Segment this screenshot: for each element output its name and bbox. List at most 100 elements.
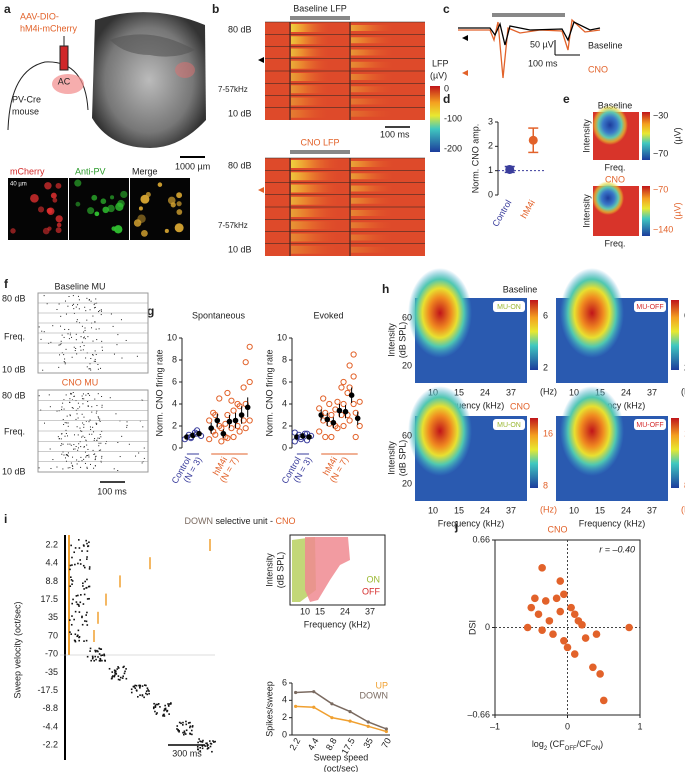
spike bbox=[40, 409, 42, 411]
cell bbox=[37, 206, 45, 213]
spike bbox=[81, 550, 83, 552]
spike bbox=[94, 321, 96, 323]
spike bbox=[71, 556, 73, 559]
y-tick-label: 2.2 bbox=[45, 539, 58, 549]
spike bbox=[143, 447, 145, 449]
spike bbox=[98, 328, 100, 330]
spike bbox=[73, 346, 75, 348]
series-marker bbox=[348, 710, 352, 714]
label: (dB SPL) bbox=[397, 440, 407, 477]
heatmap-title: Baseline bbox=[598, 100, 633, 110]
cell bbox=[87, 207, 95, 215]
spike bbox=[77, 562, 79, 565]
label: Intensity bbox=[386, 441, 396, 475]
spike bbox=[166, 710, 168, 713]
spike bbox=[145, 684, 147, 687]
spike bbox=[101, 654, 104, 656]
colorbar-tick: −70 bbox=[653, 148, 668, 158]
label: MU-ON bbox=[497, 422, 521, 429]
label: 24 bbox=[480, 387, 490, 397]
label: (Hz) bbox=[681, 386, 685, 396]
spike bbox=[65, 429, 67, 431]
data-point bbox=[549, 630, 557, 638]
data-point bbox=[560, 636, 568, 645]
spike bbox=[64, 435, 66, 437]
data-point bbox=[338, 384, 345, 391]
brain-slice bbox=[110, 34, 195, 57]
spike bbox=[180, 722, 182, 725]
stain-label: mCherry bbox=[10, 166, 45, 176]
spike bbox=[76, 463, 78, 465]
spike bbox=[63, 424, 65, 426]
legend-box bbox=[634, 419, 666, 430]
spike bbox=[71, 407, 73, 409]
panel-label: e bbox=[563, 92, 570, 106]
scale-label: 50 µV bbox=[530, 39, 554, 49]
spike bbox=[88, 433, 90, 435]
spike bbox=[65, 432, 67, 434]
y-tick-label: 4.4 bbox=[45, 558, 58, 568]
spike bbox=[90, 659, 92, 662]
heatmap-streak bbox=[351, 197, 396, 204]
intensity-label: 80 dB bbox=[2, 293, 26, 303]
x-tick-label: 35 bbox=[361, 736, 375, 750]
spike bbox=[46, 303, 48, 305]
data-point bbox=[340, 422, 347, 430]
spike bbox=[97, 656, 99, 658]
series-line bbox=[295, 705, 387, 733]
data-point bbox=[527, 603, 536, 612]
spike bbox=[71, 583, 73, 586]
spike bbox=[178, 730, 180, 733]
spike bbox=[189, 733, 192, 735]
spike bbox=[67, 305, 69, 307]
spike bbox=[176, 725, 179, 727]
spike bbox=[83, 345, 85, 347]
spike bbox=[101, 340, 103, 342]
spike bbox=[86, 611, 88, 614]
spike bbox=[64, 358, 66, 360]
spike bbox=[69, 414, 71, 416]
spike bbox=[117, 334, 119, 336]
spike bbox=[113, 675, 116, 678]
spike bbox=[88, 454, 90, 456]
cell bbox=[55, 182, 62, 189]
label: 2 bbox=[543, 362, 548, 372]
intensity-label: 80 dB bbox=[228, 160, 252, 170]
y-tick-label: -70 bbox=[45, 649, 58, 659]
heatmap-streak bbox=[351, 98, 396, 105]
spike bbox=[74, 547, 77, 549]
heatmap-streak bbox=[351, 246, 396, 253]
spike bbox=[94, 458, 96, 460]
panel-label: c bbox=[443, 2, 450, 16]
cell bbox=[176, 209, 183, 215]
x-axis-label: (oct/sec) bbox=[324, 763, 359, 772]
spike bbox=[153, 702, 155, 705]
y-tick-label: 0.66 bbox=[472, 534, 490, 544]
spike bbox=[62, 451, 64, 453]
y-tick-label: 2 bbox=[172, 420, 177, 430]
spike bbox=[154, 705, 157, 707]
spike bbox=[90, 369, 92, 371]
panel-label: d bbox=[443, 92, 450, 106]
spike bbox=[183, 732, 186, 734]
y-tick-label: 35 bbox=[48, 612, 58, 622]
label-part: OFF bbox=[565, 746, 577, 752]
axis-label: Intensity bbox=[581, 194, 591, 228]
spike bbox=[86, 542, 88, 545]
legend-label: ON bbox=[367, 574, 381, 584]
x-axis-label: log2 (CFOFF/CFON) bbox=[532, 739, 603, 751]
spike bbox=[86, 655, 89, 658]
heatmap-streak bbox=[291, 221, 341, 230]
spike bbox=[116, 344, 118, 346]
spike bbox=[41, 330, 43, 332]
spike bbox=[94, 358, 96, 360]
colorbar-tick: −70 bbox=[653, 184, 668, 194]
spike bbox=[75, 339, 77, 341]
spike bbox=[58, 438, 60, 440]
series-marker bbox=[294, 704, 298, 709]
data-point bbox=[234, 422, 241, 430]
spike bbox=[97, 416, 99, 418]
label: 16 bbox=[543, 428, 553, 438]
data-point bbox=[352, 433, 359, 441]
spike bbox=[108, 667, 111, 670]
